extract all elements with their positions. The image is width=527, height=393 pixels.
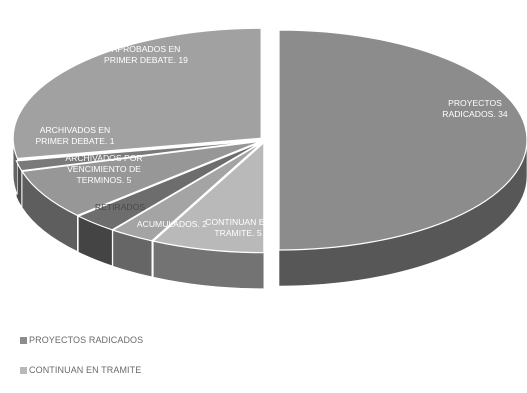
pie-slice-aprobados-en-primer-debate bbox=[12, 27, 262, 160]
legend-entry-proyectos-radicados: PROYECTOS RADICADOS bbox=[20, 333, 143, 347]
legend-entry-continuan-en-tramite: CONTINUAN EN TRAMITE bbox=[20, 363, 143, 377]
slice-data-label: PROYECTOS RADICADOS. 34 bbox=[442, 98, 508, 119]
pie-tops bbox=[12, 27, 527, 254]
pie-slice-archivados-en-primer-debate bbox=[15, 140, 261, 172]
legend-swatch bbox=[20, 366, 27, 374]
pie-slice-continuan-en-tramite bbox=[152, 141, 265, 254]
pie-labels: PROYECTOS RADICADOS. 34 CONTINUAN EN TRAMIT… bbox=[35, 44, 507, 238]
pie-sides bbox=[12, 138, 527, 289]
pie-chart-plot: PROYECTOS RADICADOS. 34 CONTINUAN EN TRAMIT… bbox=[12, 27, 527, 289]
slice-data-label: ARCHIVADOS POR VENCIMIENTO DE TERMINOS. 5 bbox=[65, 153, 142, 185]
pie-slice-archivados-por-vencimiento-de-terminos bbox=[21, 140, 261, 217]
legend-swatch bbox=[20, 336, 27, 344]
pie-slice-proyectos-radicados bbox=[278, 29, 527, 251]
slice-data-label: RETIRADOS bbox=[95, 202, 145, 212]
pie-slice-retirados bbox=[76, 141, 262, 231]
pie-chart: PROYECTOS RADICADOS. 34 CONTINUAN EN TRAMIT… bbox=[12, 27, 527, 375]
legend-label: PROYECTOS RADICADOS bbox=[29, 335, 144, 345]
slice-data-label: CONTINUAN EN TRAMITE. 5 bbox=[205, 217, 270, 238]
slice-data-label: APROBADOS EN PRIMER DEBATE. 19 bbox=[104, 44, 188, 65]
pie-slice-acumulados bbox=[111, 141, 263, 242]
slice-data-label: ARCHIVADOS EN PRIMER DEBATE. 1 bbox=[35, 125, 114, 146]
legend-label: CONTINUAN EN TRAMITE bbox=[29, 365, 142, 375]
chart-legend: PROYECTOS RADICADOS CONTINUAN EN TRAMITE bbox=[20, 333, 143, 393]
slice-data-label: ACUMULADOS. 2 bbox=[137, 219, 207, 229]
